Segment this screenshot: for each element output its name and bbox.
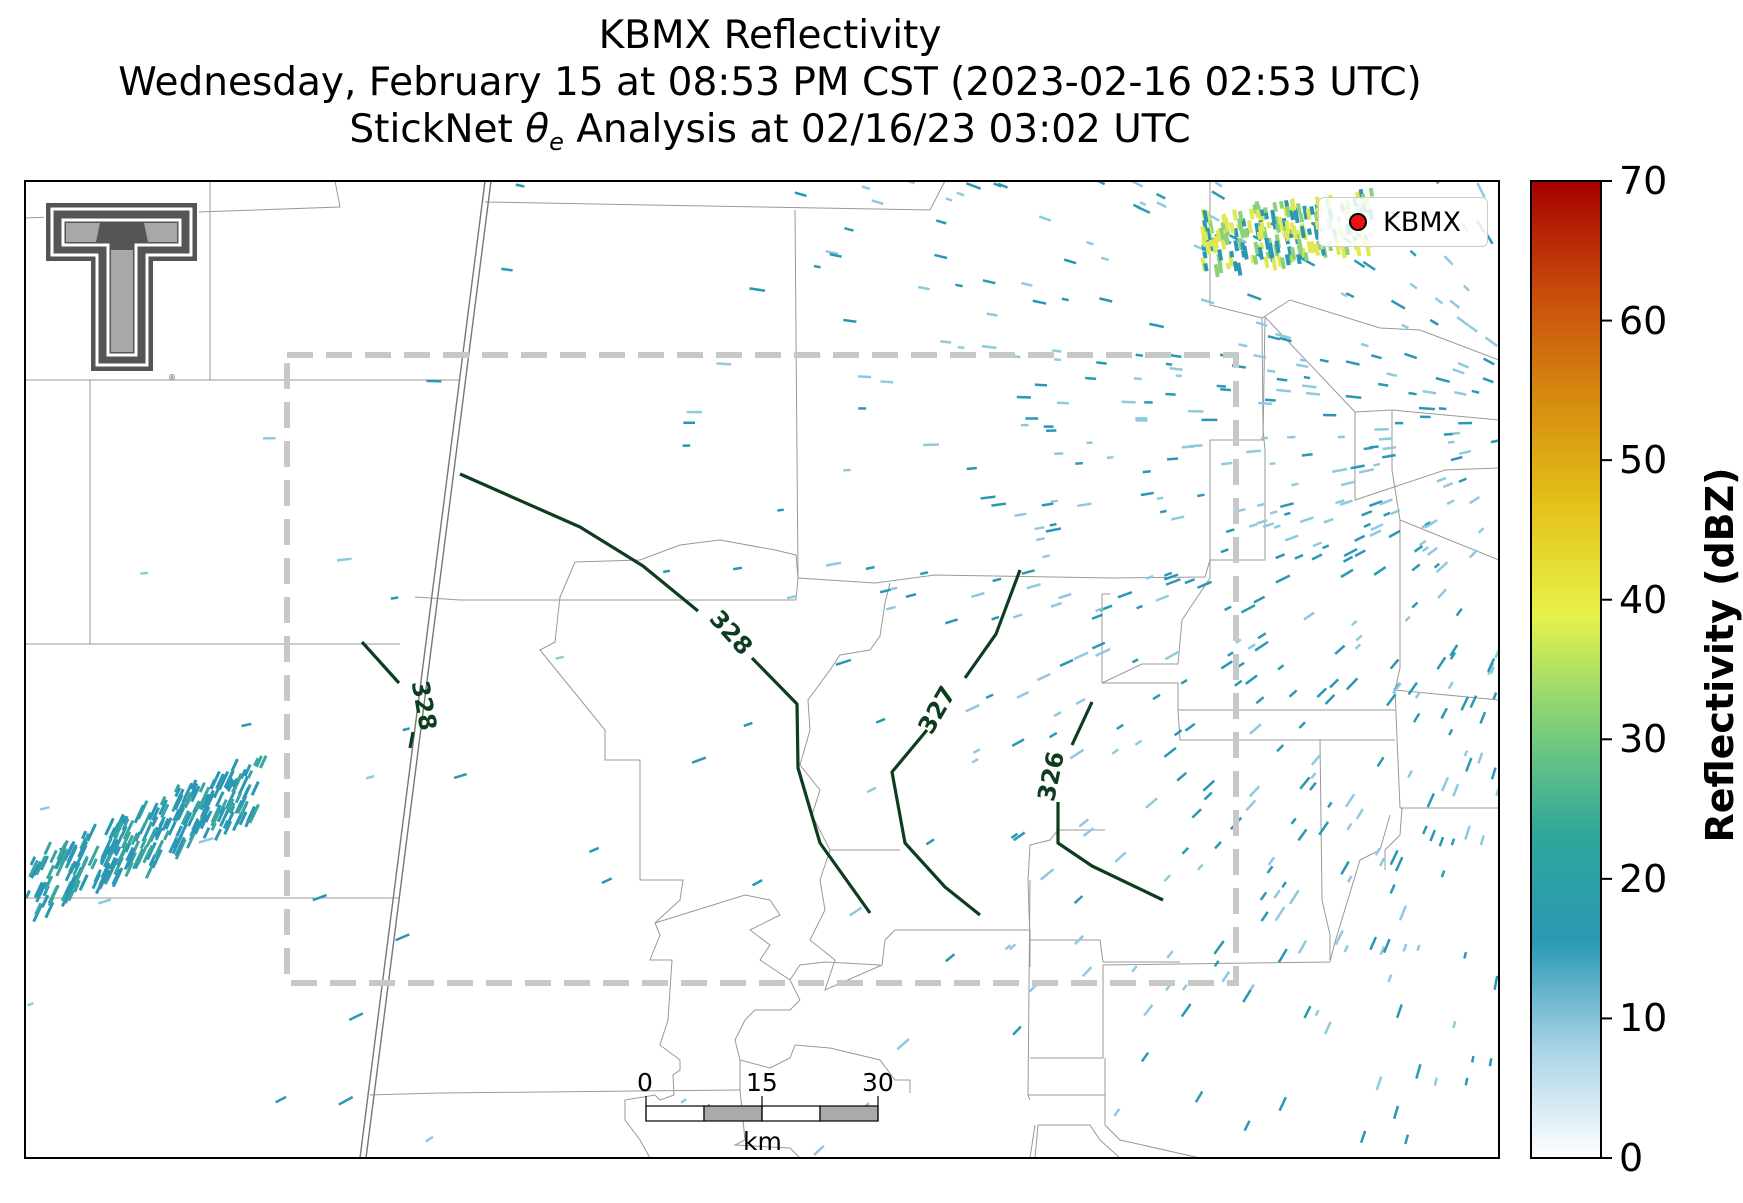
- scale-unit: km: [743, 1127, 782, 1156]
- colorbar-tick-label: 0: [1619, 1136, 1644, 1180]
- texas-tech-logo: ®: [44, 201, 199, 382]
- scale-label-30: 30: [862, 1068, 894, 1097]
- title-line-3-prefix: StickNet: [349, 107, 513, 152]
- state-boundary: [359, 181, 492, 1158]
- colorbar: [1530, 180, 1602, 1159]
- legend-label: KBMX: [1383, 206, 1462, 238]
- title-line-3-suffix: Analysis at 02/16/23 03:02 UTC: [576, 107, 1191, 152]
- scale-label-15: 15: [746, 1068, 778, 1097]
- theta-subscript: e: [549, 128, 564, 156]
- contour-327-upper: [963, 569, 1022, 679]
- scale-label-0: 0: [637, 1068, 653, 1097]
- colorbar-tick-label: 10: [1619, 996, 1668, 1041]
- colorbar-tick-label: 50: [1619, 438, 1668, 483]
- colorbar-tick-label: 70: [1619, 159, 1668, 203]
- contour-328-west-upper: [360, 640, 401, 685]
- colorbar-tick-label: 40: [1619, 577, 1668, 622]
- contour-328-east-upper: [459, 472, 700, 613]
- contour-326-lower: [1056, 802, 1164, 902]
- analysis-domain-box: [284, 352, 1239, 986]
- title-line-1: KBMX Reflectivity: [598, 13, 942, 58]
- county-boundaries: [25, 181, 1499, 1158]
- colorbar-ticks: [1601, 180, 1612, 1159]
- map-frame: [24, 180, 1500, 1159]
- colorbar-tick-label: 20: [1619, 856, 1668, 901]
- station-legend: KBMX: [1318, 197, 1488, 247]
- contour-326-upper: [1070, 701, 1094, 746]
- title-line-2: Wednesday, February 15 at 08:53 PM CST (…: [118, 60, 1422, 105]
- figure-title: KBMX Reflectivity Wednesday, February 15…: [0, 12, 1540, 166]
- contour-328-west-lower: [408, 731, 415, 749]
- colorbar-title: Reflectivity (dBZ): [1698, 467, 1742, 843]
- contour-327-lower: [890, 728, 981, 917]
- theta-symbol: θ: [525, 107, 550, 152]
- radar-site-marker-icon: [1349, 213, 1367, 231]
- colorbar-tick-label: 30: [1619, 717, 1668, 762]
- svg-text:®: ®: [168, 373, 176, 382]
- title-line-3: StickNet θe Analysis at 02/16/23 03:02 U…: [0, 106, 1540, 166]
- scale-bar: [645, 1096, 879, 1122]
- colorbar-tick-label: 60: [1619, 298, 1668, 343]
- theta-e-contours: [360, 472, 1164, 917]
- contour-328-east-lower: [750, 656, 872, 914]
